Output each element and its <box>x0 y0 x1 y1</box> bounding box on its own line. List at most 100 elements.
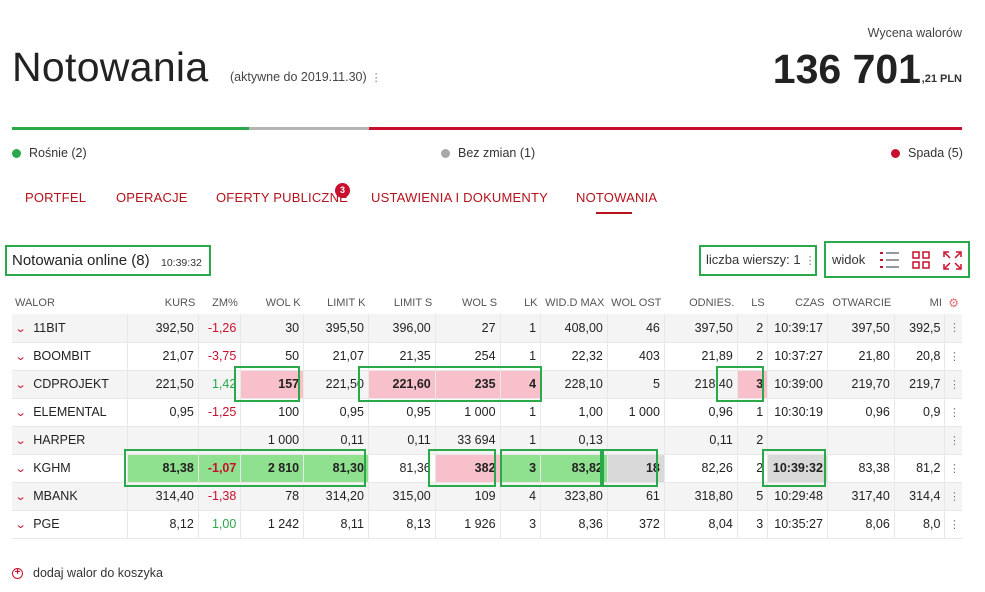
valuation-cents: ,21 PLN <box>921 73 962 85</box>
tab-operacje[interactable]: OPERACJE <box>116 190 188 205</box>
cell: 10:37:27 <box>767 342 828 371</box>
tab-portfel[interactable]: PORTFEL <box>25 190 87 205</box>
table-row[interactable]: ⌄ ELEMENTAL 0,95 -1,25 100 0,95 0,95 1 00… <box>12 398 962 427</box>
more-vertical-icon[interactable]: ⋮ <box>944 454 962 483</box>
add-to-basket-link[interactable]: + dodaj walor do koszyka <box>12 566 163 580</box>
chevron-down-icon[interactable]: ⌄ <box>14 435 27 447</box>
ticker-cell[interactable]: ⌄ 11BIT <box>12 314 128 343</box>
cell: 1 242 <box>240 510 304 539</box>
ticker-label: PGE <box>33 517 60 531</box>
more-vertical-icon[interactable]: ⋮ <box>944 342 962 371</box>
col-header[interactable]: KURS <box>164 297 196 309</box>
cell: 81,36 <box>367 454 436 483</box>
table-row[interactable]: ⌄ BOOMBIT 21,07 -3,75 50 21,07 21,35 254 … <box>12 342 962 371</box>
highlight-box <box>716 366 764 402</box>
settings-icon[interactable]: ⚙ <box>948 296 959 310</box>
cell: 27 <box>434 314 501 343</box>
cell: 1,42 <box>197 370 241 399</box>
cell: 20,8 <box>893 342 945 371</box>
cell: 46 <box>606 314 665 343</box>
cell: 1,00 <box>197 510 241 539</box>
cell: 1,00 <box>540 398 608 427</box>
col-header[interactable]: WOL K <box>265 297 301 309</box>
cell: 403 <box>606 342 665 371</box>
cell: 235 <box>434 370 501 399</box>
cell: 314,4 <box>893 482 945 511</box>
col-header[interactable]: WOL S <box>461 297 498 309</box>
cell: 2 <box>736 314 768 343</box>
col-header[interactable]: ODNIES. <box>689 297 735 309</box>
grid-view-icon[interactable] <box>912 251 930 269</box>
chevron-down-icon[interactable]: ⌄ <box>14 519 27 531</box>
more-vertical-icon[interactable]: ⋮ <box>370 72 382 84</box>
ticker-cell[interactable]: ⌄ KGHM <box>12 454 128 483</box>
col-header[interactable]: WOL OST <box>611 297 662 309</box>
more-vertical-icon[interactable]: ⋮ <box>944 314 962 343</box>
highlight-box <box>824 241 970 278</box>
highlight-box <box>358 366 542 402</box>
cell: 221,50 <box>303 370 369 399</box>
col-header[interactable]: WALOR <box>15 297 55 309</box>
chevron-down-icon[interactable]: ⌄ <box>14 379 27 391</box>
legend-rising: Rośnie (2) <box>12 146 87 160</box>
cell: 0,95 <box>303 398 369 427</box>
table-row[interactable]: ⌄ PGE 8,12 1,00 1 242 8,11 8,13 1 926 3 8… <box>12 510 962 539</box>
col-header[interactable]: LS <box>751 297 765 309</box>
cell: 1 000 <box>434 398 501 427</box>
cell: 254 <box>434 342 501 371</box>
cell: 218,40 <box>663 370 738 399</box>
more-vertical-icon[interactable]: ⋮ <box>944 398 962 427</box>
table-row[interactable]: ⌄ KGHM 81,38 -1,07 2 810 81,30 81,36 382 … <box>12 454 962 483</box>
tab-oferty-publiczne[interactable]: OFERTY PUBLICZNE <box>216 190 349 205</box>
ticker-cell[interactable]: ⌄ ELEMENTAL <box>12 398 128 427</box>
col-header[interactable]: MI <box>929 297 942 309</box>
col-header[interactable]: WID.D MAX <box>545 297 605 309</box>
ticker-cell[interactable]: ⌄ CDPROJEKT <box>12 370 128 399</box>
cell: 83,82 <box>540 454 608 483</box>
cell: 397,50 <box>826 314 895 343</box>
more-vertical-icon[interactable]: ⋮ <box>944 510 962 539</box>
cell: 21,07 <box>303 342 369 371</box>
chevron-down-icon[interactable]: ⌄ <box>14 407 27 419</box>
fullscreen-icon[interactable] <box>943 251 962 270</box>
ticker-cell[interactable]: ⌄ PGE <box>12 510 128 539</box>
cell: 8,11 <box>303 510 369 539</box>
chevron-down-icon[interactable]: ⌄ <box>14 491 27 503</box>
more-vertical-icon[interactable]: ⋮ <box>944 426 962 455</box>
tab-notowania[interactable]: NOTOWANIA <box>576 190 658 205</box>
chevron-down-icon[interactable]: ⌄ <box>14 463 27 475</box>
more-vertical-icon[interactable]: ⋮ <box>944 482 962 511</box>
col-header[interactable]: OTWARCIE <box>832 297 892 309</box>
rows-count-select[interactable]: liczba wierszy: 1 ⋮ <box>706 252 816 267</box>
cell: 228,10 <box>540 370 608 399</box>
ticker-cell[interactable]: ⌄ HARPER <box>12 426 128 455</box>
page-subtitle: (aktywne do 2019.11.30) ⋮ <box>230 70 382 84</box>
table-row[interactable]: ⌄ 11BIT 392,50 -1,26 30 395,50 396,00 27 … <box>12 314 962 343</box>
more-vertical-icon[interactable]: ⋮ <box>944 370 962 399</box>
col-header[interactable]: LIMIT S <box>393 297 433 309</box>
tab-ustawienia[interactable]: USTAWIENIA I DOKUMENTY <box>371 190 549 205</box>
col-header[interactable]: ZM% <box>212 297 238 309</box>
cell: 396,00 <box>367 314 436 343</box>
cell: 1 <box>499 314 541 343</box>
cell: 3 <box>499 454 541 483</box>
chevron-down-icon[interactable]: ⌄ <box>14 322 27 335</box>
cell: 81,38 <box>126 454 199 483</box>
ticker-label: CDPROJEKT <box>33 377 109 391</box>
legend-rising-label: Rośnie (2) <box>29 146 87 160</box>
plus-circle-icon: + <box>12 567 23 579</box>
cell: 10:39:32 <box>767 454 828 483</box>
col-header[interactable]: LIMIT K <box>327 297 366 309</box>
legend-unchanged-label: Bez zmian (1) <box>458 146 536 160</box>
cell <box>893 426 945 455</box>
cell: 10:35:27 <box>767 510 828 539</box>
cell: 0,11 <box>663 426 738 455</box>
table-row[interactable]: ⌄ CDPROJEKT 221,50 1,42 157 221,50 221,60… <box>12 370 962 399</box>
cell: 397,50 <box>663 314 738 343</box>
chevron-down-icon[interactable]: ⌄ <box>14 351 27 363</box>
ticker-cell[interactable]: ⌄ BOOMBIT <box>12 342 128 371</box>
col-header[interactable]: LK <box>524 297 538 309</box>
ticker-cell[interactable]: ⌄ MBANK <box>12 482 128 511</box>
col-header[interactable]: CZAS <box>795 297 825 309</box>
list-view-icon[interactable] <box>880 251 900 269</box>
